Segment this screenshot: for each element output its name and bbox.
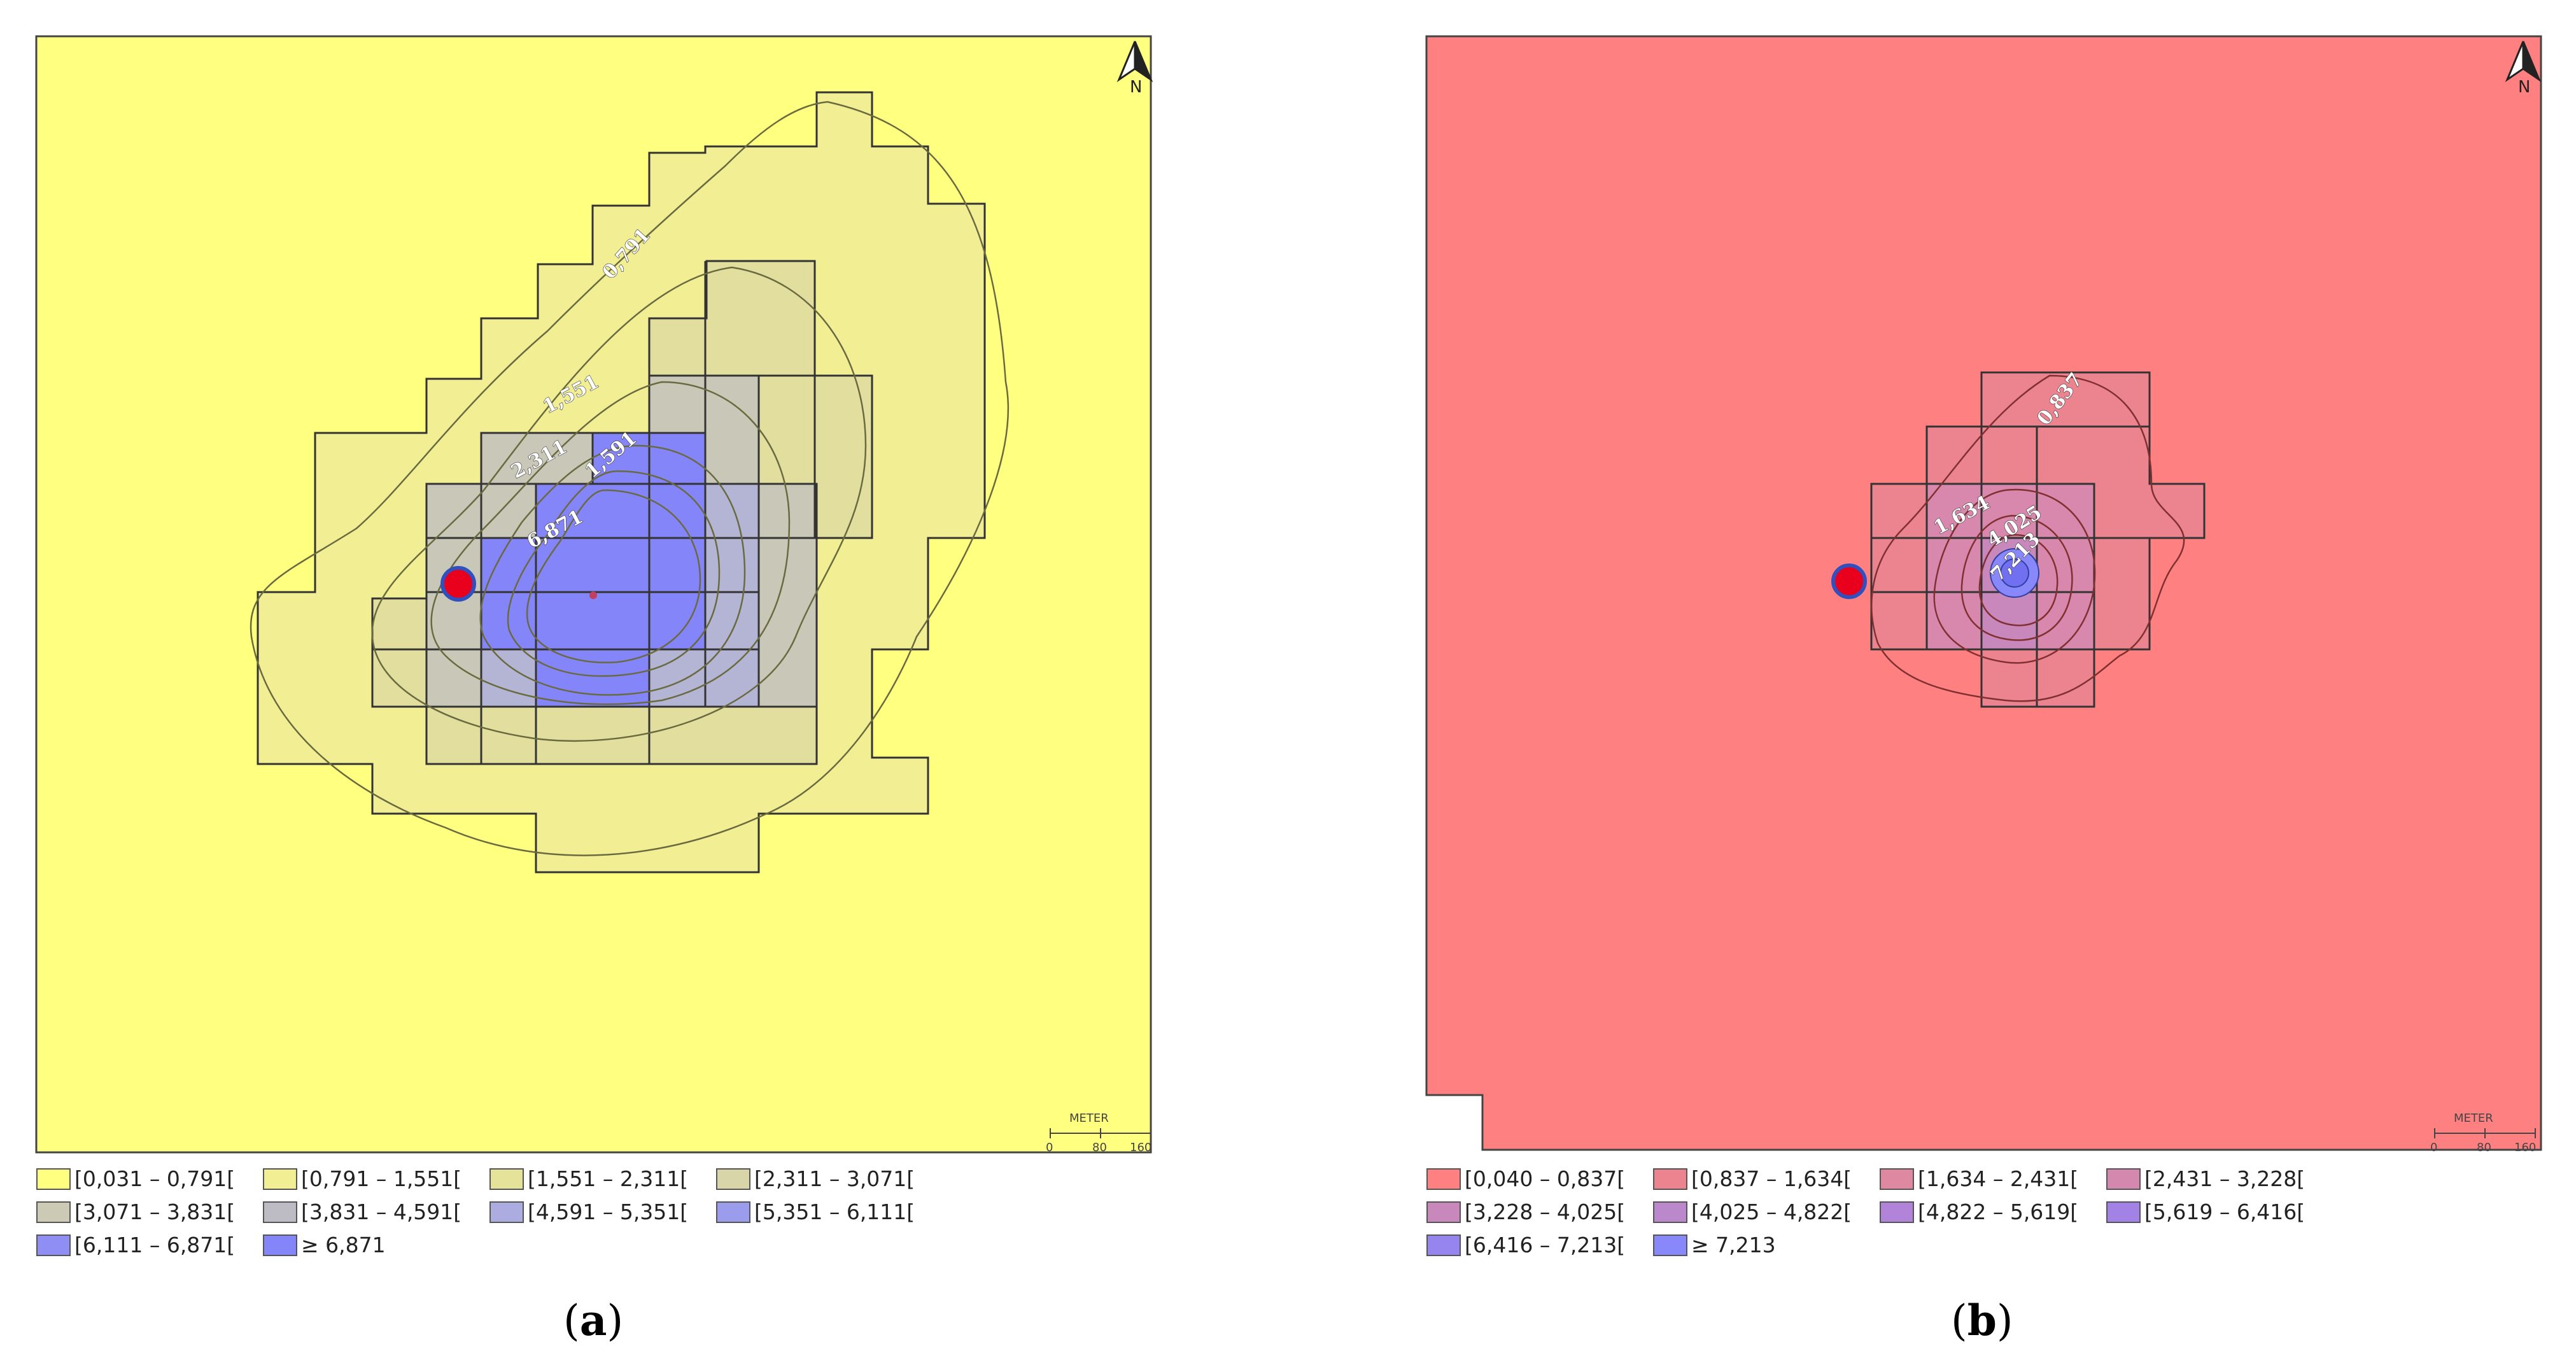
legend-swatch	[1653, 1234, 1687, 1256]
legend-swatch	[36, 1168, 71, 1190]
north-arrow-icon: N	[1116, 41, 1153, 97]
legend-item: [3,228 – 4,025[	[1426, 1199, 1625, 1224]
legend-item: [2,431 – 3,228[	[2106, 1166, 2305, 1191]
legend-swatch	[1426, 1201, 1461, 1223]
legend-item: [1,551 – 2,311[	[489, 1166, 688, 1191]
source-point-a	[589, 591, 597, 599]
legend-swatch	[1653, 1201, 1687, 1223]
legend-swatch	[36, 1201, 71, 1223]
legend-item: [4,591 – 5,351[	[489, 1199, 688, 1224]
caption-a: (a)	[563, 1296, 624, 1345]
legend-item: [0,031 – 0,791[	[36, 1166, 235, 1191]
scale-tick: 160	[2514, 1141, 2536, 1154]
legend-item: [4,822 – 5,619[	[1880, 1199, 2078, 1224]
hotspot-b-inner	[2000, 558, 2029, 588]
legend-label: [5,351 – 6,111[	[754, 1199, 915, 1224]
legend-label: [3,831 – 4,591[	[301, 1199, 462, 1224]
legend-label: [6,416 – 7,213[	[1465, 1233, 1626, 1257]
legend-label: [4,822 – 5,619[	[1918, 1199, 2079, 1224]
legend-item: [2,311 – 3,071[	[716, 1166, 915, 1191]
legend-item: [6,111 – 6,871[	[36, 1233, 235, 1257]
scale-tick: 80	[2477, 1141, 2491, 1154]
legend-label: [2,311 – 3,071[	[754, 1166, 915, 1191]
legend-swatch	[1653, 1168, 1687, 1190]
legend-swatch	[263, 1168, 297, 1190]
legend-item: [6,416 – 7,213[	[1426, 1233, 1625, 1257]
receptor-marker-a[interactable]	[440, 566, 476, 602]
legend-label: [0,040 – 0,837[	[1465, 1166, 1626, 1191]
map-panel-b: 0,837 1,634 4,025 7,213 N METER 0 80 160	[1425, 35, 2542, 1154]
legend-item: [5,619 – 6,416[	[2106, 1199, 2305, 1224]
legend-swatch	[2106, 1201, 2141, 1223]
legend-item: [1,634 – 2,431[	[1880, 1166, 2078, 1191]
legend-swatch	[36, 1234, 71, 1256]
legend-swatch	[263, 1201, 297, 1223]
scale-tick: 0	[1046, 1141, 1053, 1154]
scale-bar-a: METER 0 80 160	[1046, 1112, 1151, 1154]
legend-item: [0,040 – 0,837[	[1426, 1166, 1625, 1191]
north-label: N	[2518, 78, 2530, 97]
legend-item: ≥ 7,213	[1653, 1233, 1776, 1257]
legend-label: [1,634 – 2,431[	[1918, 1166, 2079, 1191]
legend-item: [5,351 – 6,111[	[716, 1199, 915, 1224]
north-label: N	[1130, 78, 1142, 97]
scale-bar-b: METER 0 80 160	[2430, 1112, 2536, 1154]
legend-label: ≥ 6,871	[301, 1233, 386, 1257]
legend-b: [0,040 – 0,837[ [0,837 – 1,634[ [1,634 – 2…	[1426, 1166, 2572, 1268]
legend-item: [0,791 – 1,551[	[263, 1166, 461, 1191]
legend-item: [3,831 – 4,591[	[263, 1199, 461, 1224]
legend-swatch	[2106, 1168, 2141, 1190]
legend-label: [4,025 – 4,822[	[1691, 1199, 1852, 1224]
legend-swatch	[489, 1168, 524, 1190]
contours-a	[250, 101, 1010, 856]
legend-swatch	[1426, 1168, 1461, 1190]
scale-tick: 160	[1130, 1141, 1151, 1154]
scale-tick: 0	[2430, 1141, 2437, 1154]
legend-label: [4,591 – 5,351[	[528, 1199, 689, 1224]
scale-unit: METER	[2454, 1112, 2493, 1125]
caption-letter: a	[579, 1296, 607, 1345]
legend-swatch	[1426, 1234, 1461, 1256]
legend-swatch	[263, 1234, 297, 1256]
legend-item: [3,071 – 3,831[	[36, 1199, 235, 1224]
legend-swatch	[489, 1201, 524, 1223]
scale-tick: 80	[1092, 1141, 1107, 1154]
legend-a: [0,031 – 0,791[ [0,791 – 1,551[ [1,551 – 2…	[36, 1166, 1182, 1268]
north-arrow-icon: N	[2505, 41, 2542, 97]
legend-swatch	[716, 1201, 750, 1223]
legend-label: [1,551 – 2,311[	[528, 1166, 689, 1191]
caption-b: (b)	[1951, 1296, 2013, 1345]
receptor-marker-b[interactable]	[1831, 563, 1867, 599]
legend-label: [6,111 – 6,871[	[74, 1233, 236, 1257]
caption-letter: b	[1967, 1296, 1997, 1345]
legend-swatch	[716, 1168, 750, 1190]
map-panel-a: 0,791 1,551 2,311 1,591 6,871 N METER 0 …	[35, 35, 1153, 1154]
legend-item: [4,025 – 4,822[	[1653, 1199, 1852, 1224]
legend-swatch	[1880, 1168, 1914, 1190]
legend-label: [2,431 – 3,228[	[2144, 1166, 2305, 1191]
legend-swatch	[1880, 1201, 1914, 1223]
legend-item: [0,837 – 1,634[	[1653, 1166, 1852, 1191]
legend-item: ≥ 6,871	[263, 1233, 386, 1257]
legend-label: ≥ 7,213	[1691, 1233, 1776, 1257]
legend-label: [3,228 – 4,025[	[1465, 1199, 1626, 1224]
legend-label: [0,031 – 0,791[	[74, 1166, 236, 1191]
legend-label: [0,791 – 1,551[	[301, 1166, 462, 1191]
legend-label: [5,619 – 6,416[	[2144, 1199, 2305, 1224]
scale-unit: METER	[1069, 1112, 1109, 1125]
legend-label: [0,837 – 1,634[	[1691, 1166, 1852, 1191]
contours-b	[1871, 374, 2185, 702]
legend-label: [3,071 – 3,831[	[74, 1199, 236, 1224]
